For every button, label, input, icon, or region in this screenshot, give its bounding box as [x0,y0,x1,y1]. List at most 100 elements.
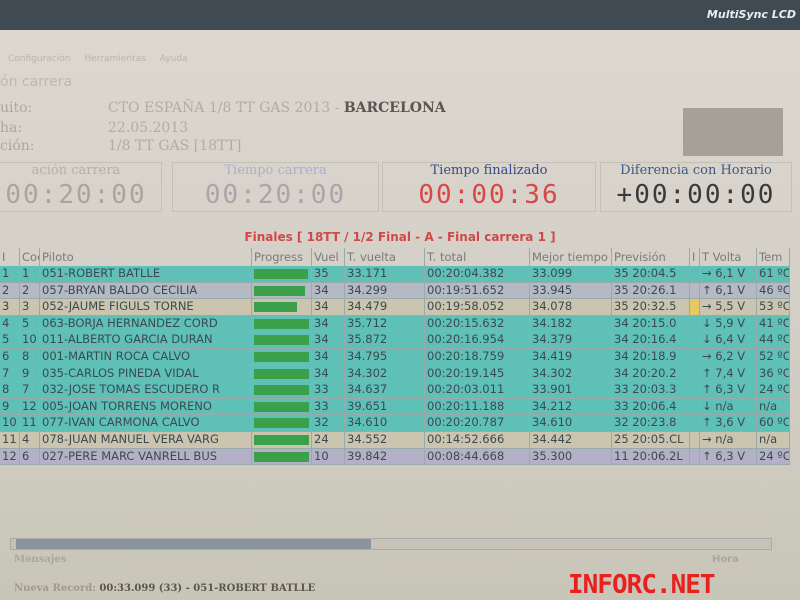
trend-voltage-cell: → n/a [700,431,757,448]
piloto-cell: 057-BRYAN BALDO CECILIA [40,282,252,299]
clock-value: +00:00:00 [616,180,776,210]
clock-title: Tiempo finalizado [430,163,548,178]
coc-cell: 10 [20,332,40,348]
circuit-label: uito: [0,100,33,116]
tvuelta-cell: 34.795 [345,348,425,365]
trend-arrow-icon: ↑ [702,382,712,397]
table-row[interactable]: 9 12 005-JOAN TORRENS MORENO 33 39.651 00:20:… [0,398,790,416]
clock-tiempo-finalizado: Tiempo finalizado 00:00:36 [382,162,596,212]
trend-voltage-cell: → 6,1 V [700,266,757,282]
piloto-cell: 077-IVAN CARMONA CALVO [40,415,252,431]
progress-cell [252,266,312,282]
column-header[interactable]: Mejor tiempo [530,248,612,266]
tem-cell: 61 ºC [759,266,790,282]
pos-cell: 11 [0,431,20,448]
vuel-cell: 33 [312,398,345,415]
tem-cell: 53 ºC [759,299,790,315]
menu-configuracion[interactable]: Configuración [8,54,71,64]
trend-voltage-cell: ↑ 6,1 V [700,282,757,299]
trend-arrow-icon: ↑ [702,365,712,380]
indicator-cell [690,448,700,465]
prev-cell: 33 20:06.4 [612,398,690,415]
progress-bar [254,269,309,279]
table-row[interactable]: 12 6 027-PERE MARC VANRELL BUS 10 39.842 00:0… [0,448,790,466]
trend-arrow-icon: ↓ [702,398,712,413]
tvuelta-cell: 34.552 [345,431,425,448]
ttotal-cell: 00:20:16.954 [425,332,530,348]
record-value: 00:33.099 (33) - 051-ROBERT BATLLE [99,583,316,594]
column-header[interactable]: Progress [252,248,312,266]
trend-arrow-icon: ↓ [702,332,712,347]
piloto-cell: 063-BORJA HERNANDEZ CORD [40,315,252,332]
table-row[interactable]: 2 2 057-BRYAN BALDO CECILIA 34 34.299 00:19:5… [0,282,790,300]
scrollbar-thumb[interactable] [16,539,371,549]
table-row[interactable]: 6 8 001-MARTIN ROCA CALVO 34 34.795 00:20:18.… [0,348,790,366]
column-header[interactable]: Piloto [40,248,252,266]
progress-cell [252,448,312,465]
voltage-value: 5,9 V [715,315,746,330]
column-header[interactable]: T. vuelta [345,248,425,266]
clock-value: 00:20:00 [204,180,347,210]
ttotal-cell: 00:20:18.759 [425,348,530,365]
table-row[interactable]: 4 5 063-BORJA HERNANDEZ CORD 34 35.712 00:20:… [0,315,790,333]
column-header[interactable]: I [690,248,700,266]
tem-cell: 60 ºC [759,415,790,431]
trend-voltage-cell: ↑ 7,4 V [700,365,757,382]
pos-cell: 12 [0,448,20,465]
coc-cell: 9 [20,365,40,382]
vuel-cell: 34 [312,282,345,299]
voltage-value: n/a [715,431,734,446]
vuel-cell: 10 [312,448,345,465]
tem-cell: 24 ºC [759,448,790,465]
indicator-cell [690,266,700,282]
horizontal-scrollbar[interactable] [10,538,772,550]
prev-cell: 25 20:05.CL [612,431,690,448]
coc-cell: 1 [20,266,40,282]
table-row[interactable]: 1 1 051-ROBERT BATLLE 35 33.171 00:20:04.382 3… [0,266,790,283]
piloto-cell: 052-JAUME FIGULS TORNE [40,299,252,315]
table-row[interactable]: 8 7 032-JOSE TOMAS ESCUDERO R 33 34.637 00:20… [0,382,790,399]
prev-cell: 34 20:16.4 [612,332,690,348]
menu-herramientas[interactable]: Herramientas [84,54,146,64]
progress-bar [254,368,310,379]
table-row[interactable]: 11 4 078-JUAN MANUEL VERA VARG 24 34.552 00:1… [0,431,790,449]
tem-cell: n/a [757,431,790,448]
ttotal-cell: 00:20:11.188 [425,398,530,415]
messages-label: Mensajes [14,554,67,565]
indicator-cell [690,365,700,382]
table-row[interactable]: 5 10 011-ALBERTO GARCIA DURAN 34 35.872 00:20… [0,332,790,349]
timing-app-window: Configuración Herramientas Ayuda ón carr… [0,30,800,600]
monitor-brand: MultiSync LCD [706,8,796,21]
ttotal-cell: 00:14:52.666 [425,431,530,448]
pos-cell: 5 [0,332,20,348]
table-row[interactable]: 3 3 052-JAUME FIGULS TORNE 34 34.479 00:19:58… [0,299,790,316]
column-header[interactable]: I [0,248,20,266]
circuit-value: CTO ESPAÑA 1/8 TT GAS 2013 - BARCELONA [108,100,446,116]
vuel-cell: 32 [312,415,345,431]
ttotal-cell: 00:19:58.052 [425,299,530,315]
indicator-cell [690,299,700,315]
menu-ayuda[interactable]: Ayuda [159,54,188,64]
table-row[interactable]: 7 9 035-CARLOS PINEDA VIDAL 34 34.302 00:20:1… [0,365,790,383]
sponsor-logo [683,108,783,156]
progress-bar [254,401,310,412]
prev-cell: 34 20:20.2 [612,365,690,382]
pos-cell: 8 [0,382,20,398]
progress-cell [252,365,312,382]
table-row[interactable]: 10 11 077-IVAN CARMONA CALVO 32 34.610 00:20:… [0,415,790,432]
column-header[interactable]: Previsión [612,248,690,266]
prev-cell: 32 20:23.8 [612,415,690,431]
column-header[interactable]: Tem [757,248,790,266]
vuel-cell: 35 [312,266,345,282]
column-header[interactable]: T. total [425,248,530,266]
column-header[interactable]: T Volta [700,248,757,266]
prev-cell: 35 20:32.5 [612,299,690,315]
ttotal-cell: 00:20:03.011 [425,382,530,398]
voltage-value: n/a [715,398,734,413]
trend-voltage-cell: → 6,2 V [700,348,757,365]
pos-cell: 1 [0,266,20,282]
column-header[interactable]: Vuel [312,248,345,266]
piloto-cell: 032-JOSE TOMAS ESCUDERO R [40,382,252,398]
column-header[interactable]: Coc [20,248,40,266]
date-value: 22.05.2013 [108,120,189,136]
